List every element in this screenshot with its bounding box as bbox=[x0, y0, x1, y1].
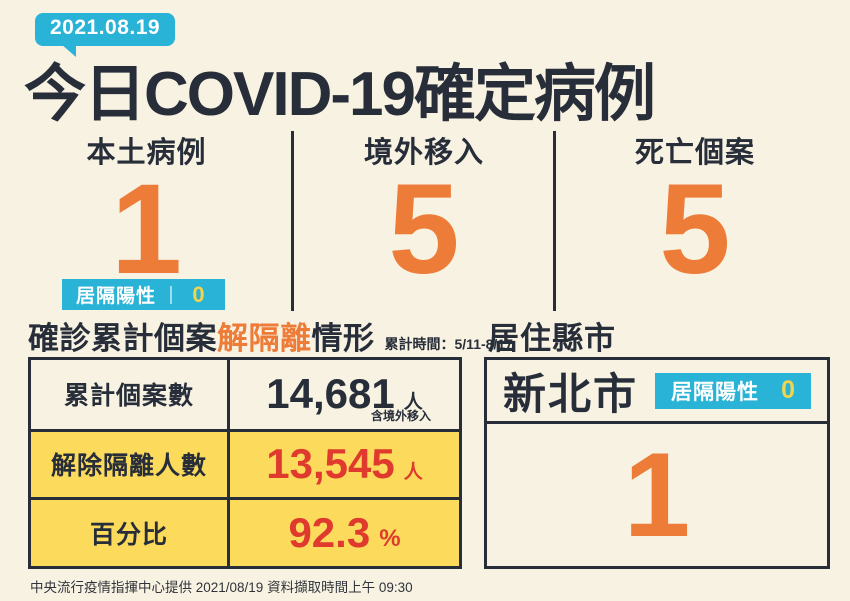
stat-deaths-label: 死亡個案 bbox=[634, 137, 755, 169]
release-title-highlight: 解隔離 bbox=[217, 321, 312, 356]
residence-quarantine-badge: 居隔陽性 0 bbox=[655, 372, 811, 409]
residence-quarantine-value: 0 bbox=[781, 376, 795, 404]
stat-deaths-value: 5 bbox=[659, 158, 731, 301]
quarantine-positive-value: 0 bbox=[192, 281, 205, 307]
release-table: 累計個案數 14,681 人 含境外移入 解除隔離人數 13,545 人 百分比… bbox=[28, 357, 462, 569]
table-row-cumulative: 累計個案數 14,681 人 含境外移入 bbox=[31, 360, 459, 429]
date-badge: 2021.08.19 bbox=[35, 13, 176, 57]
stat-local-value: 1 bbox=[110, 158, 183, 301]
row-label: 百分比 bbox=[31, 500, 230, 566]
residence-section-title: 居住縣市 bbox=[488, 321, 616, 356]
stat-local-label: 本土病例 bbox=[86, 137, 207, 169]
table-row-percentage: 百分比 92.3 % bbox=[31, 497, 459, 566]
residence-case-count: 1 bbox=[623, 428, 691, 562]
percentage-value: 92.3 bbox=[288, 509, 371, 557]
unit-label: 人 bbox=[403, 391, 423, 413]
row-label: 累計個案數 bbox=[31, 360, 230, 429]
cumulative-cases-note: 含境外移入 bbox=[370, 408, 431, 423]
release-section-title: 確診累計個案 解隔離 情形 累計時間：5/11-8/17 bbox=[28, 313, 513, 358]
column-divider bbox=[291, 131, 294, 311]
stat-local-cases: 本土病例 1 bbox=[0, 129, 293, 296]
release-title-suffix: 情形 bbox=[311, 321, 375, 356]
quarantine-positive-label: 居隔陽性 bbox=[76, 286, 157, 307]
table-row-released: 解除隔離人數 13,545 人 bbox=[31, 428, 459, 498]
row-value-cell: 13,545 人 bbox=[230, 432, 459, 498]
residence-box: 新北市 居隔陽性 0 1 bbox=[484, 357, 830, 569]
residence-quarantine-label: 居隔陽性 bbox=[671, 380, 759, 404]
date-badge-text: 2021.08.19 bbox=[50, 16, 161, 39]
row-value-cell: 92.3 % bbox=[230, 500, 459, 566]
row-value-cell: 14,681 人 含境外移入 bbox=[230, 360, 459, 429]
row-label: 解除隔離人數 bbox=[31, 431, 230, 498]
badge-separator bbox=[170, 285, 173, 304]
source-footer: 中央流行疫情指揮中心提供 2021/08/19 資料擷取時間上午 09:30 bbox=[30, 580, 413, 595]
release-period-label: 累計時間：5/11-8/17 bbox=[384, 336, 513, 352]
residence-city-row: 新北市 居隔陽性 0 bbox=[487, 360, 827, 424]
released-count-value: 13,545 bbox=[266, 440, 395, 488]
stat-deaths: 死亡個案 5 bbox=[555, 129, 835, 296]
residence-city-name: 新北市 bbox=[503, 370, 638, 419]
unit-label: 人 bbox=[403, 461, 423, 483]
stat-imported-label: 境外移入 bbox=[363, 137, 484, 169]
release-title-prefix: 確診累計個案 bbox=[28, 321, 217, 356]
column-divider bbox=[553, 131, 556, 311]
stat-imported-value: 5 bbox=[388, 158, 460, 301]
page-title: 今日COVID-19確定病例 bbox=[24, 60, 656, 129]
unit-label: % bbox=[379, 525, 401, 553]
stat-imported-cases: 境外移入 5 bbox=[293, 129, 555, 296]
cumulative-cases-value: 14,681 bbox=[266, 370, 395, 418]
quarantine-positive-badge: 居隔陽性 0 bbox=[62, 279, 225, 310]
